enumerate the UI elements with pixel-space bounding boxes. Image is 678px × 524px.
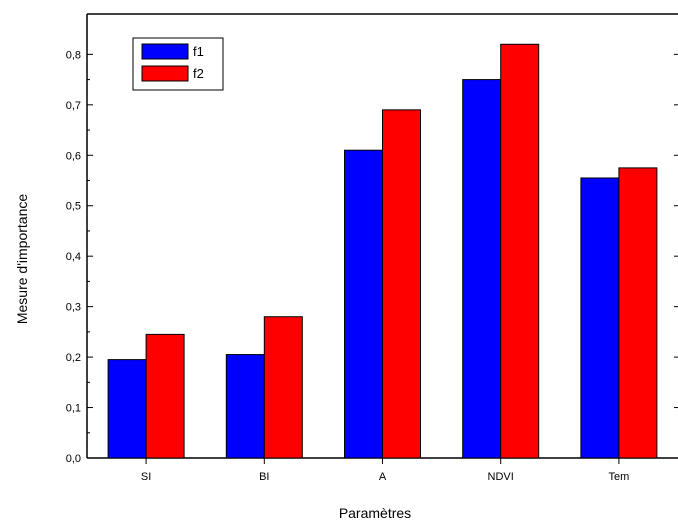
bar-f2-a <box>382 109 421 459</box>
bar-f1-bi <box>225 354 265 459</box>
bar-f1-tem <box>580 177 620 459</box>
legend-swatch-f2 <box>141 65 189 82</box>
legend-swatch-f1 <box>141 43 189 60</box>
bar-f1-a <box>344 149 383 459</box>
x-tick-label: Tem <box>609 471 630 483</box>
y-tick-label: 0,7 <box>66 100 81 112</box>
y-tick-label: 0,6 <box>66 150 81 162</box>
bar-f2-si <box>145 333 185 459</box>
x-tick-label: SI <box>141 471 151 483</box>
y-tick-label: 0,1 <box>66 403 81 415</box>
bar-f1-ndvi <box>462 79 502 459</box>
x-tick-label: NDVI <box>488 471 514 483</box>
y-tick-label: 0,0 <box>66 453 81 465</box>
bar-f2-tem <box>618 167 658 459</box>
y-axis-title: Mesure d'importance <box>14 194 30 325</box>
y-tick-label: 0,4 <box>66 251 81 263</box>
y-tick-label: 0,3 <box>66 302 81 314</box>
y-axis: 0,0 0,1 0,2 0,3 0,4 0,5 0,6 0,7 0,8 <box>66 49 678 465</box>
legend-label-f1: f1 <box>193 44 204 59</box>
bar-f2-bi <box>263 316 303 459</box>
y-tick-label: 0,2 <box>66 352 81 364</box>
y-tick-label: 0,5 <box>66 201 81 213</box>
x-axis: SI BI A NDVI Tem <box>141 458 629 483</box>
bars <box>107 43 658 459</box>
y-tick-label: 0,8 <box>66 49 81 61</box>
x-axis-title: Paramètres <box>339 505 411 521</box>
x-tick-label: BI <box>259 471 269 483</box>
bar-f1-si <box>107 359 147 459</box>
bar-f2-ndvi <box>500 43 540 459</box>
legend-label-f2: f2 <box>193 66 204 81</box>
x-tick-label: A <box>379 471 387 483</box>
